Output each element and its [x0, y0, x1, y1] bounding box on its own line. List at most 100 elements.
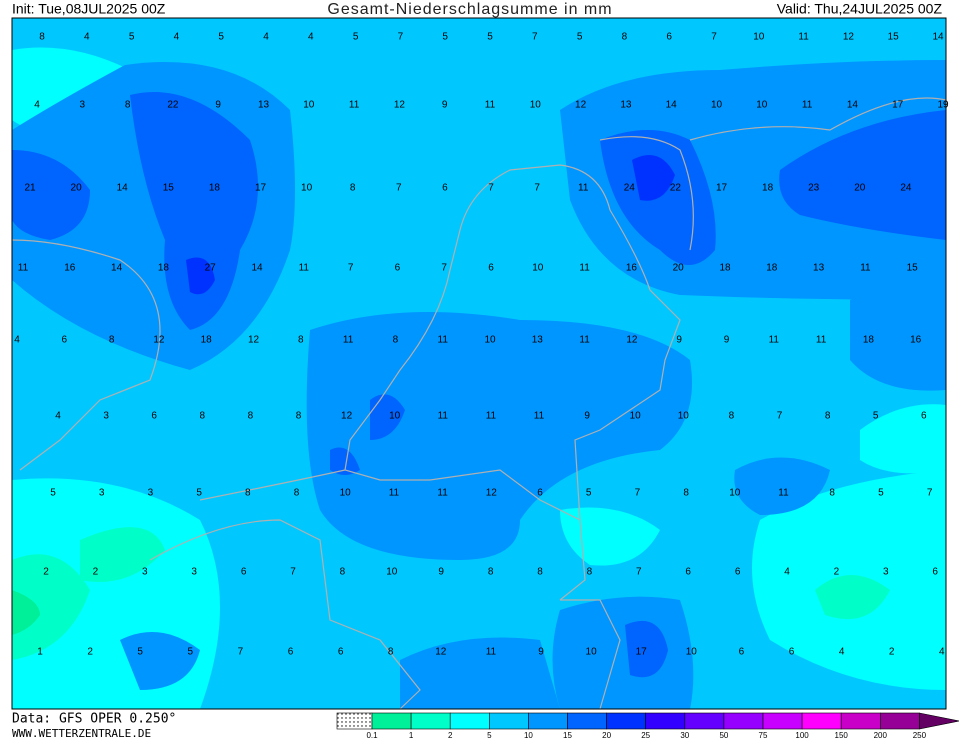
- precip-value: 5: [50, 488, 56, 499]
- precip-value: 14: [666, 100, 678, 111]
- legend-box: [371, 712, 412, 730]
- precip-value: 4: [14, 335, 20, 346]
- precip-value: 4: [174, 32, 180, 43]
- legend-box: [762, 712, 803, 730]
- legend-tick-label: 20: [602, 731, 611, 740]
- precip-value: 8: [729, 411, 735, 422]
- precip-value: 7: [238, 647, 244, 658]
- precip-value: 7: [441, 263, 447, 274]
- precip-value: 5: [129, 32, 135, 43]
- precip-value: 3: [80, 100, 86, 111]
- precip-value: 9: [584, 411, 590, 422]
- precip-value: 21: [24, 183, 36, 194]
- precip-value: 10: [389, 411, 401, 422]
- precip-value: 12: [435, 647, 447, 658]
- precip-field: [12, 18, 946, 709]
- precip-value: 6: [537, 488, 543, 499]
- precip-value: 8: [294, 488, 300, 499]
- precip-value: 17: [636, 647, 648, 658]
- precip-value: 7: [488, 183, 494, 194]
- legend-box: [528, 712, 568, 730]
- precip-value: 6: [789, 647, 795, 658]
- precip-value: 9: [438, 567, 444, 578]
- legend-none-box: [336, 712, 373, 730]
- precip-value: 10: [303, 100, 315, 111]
- precip-value: 22: [167, 100, 179, 111]
- precip-value: 13: [813, 263, 825, 274]
- precip-value: 6: [151, 411, 157, 422]
- precip-value: 17: [255, 183, 267, 194]
- precip-value: 17: [716, 183, 728, 194]
- precip-value: 12: [341, 411, 353, 422]
- legend-over-arrow: [919, 712, 959, 730]
- precip-value: 9: [724, 335, 730, 346]
- color-legend: 0.1 1 2 5 10 15 20 25 30 50 75 100 150 200 250: [336, 712, 959, 740]
- precip-value: 23: [808, 183, 820, 194]
- precip-value: 4: [263, 32, 269, 43]
- precip-value: 8: [125, 100, 131, 111]
- precip-value: 10: [630, 411, 642, 422]
- precip-value: 5: [873, 411, 879, 422]
- precip-value: 5: [353, 32, 359, 43]
- precip-value: 5: [577, 32, 583, 43]
- precip-value: 2: [43, 567, 49, 578]
- legend-tick-label: 150: [835, 731, 849, 740]
- precip-value: 18: [158, 263, 170, 274]
- precip-value: 11: [485, 100, 496, 111]
- precip-value: 13: [620, 100, 632, 111]
- precip-value: 11: [860, 263, 871, 274]
- precip-value: 8: [829, 488, 835, 499]
- precip-value: 1: [37, 647, 43, 658]
- precip-value: 11: [438, 411, 449, 422]
- legend-tick-label: 250: [913, 731, 927, 740]
- map-frame: [11, 17, 947, 710]
- precip-value: 11: [389, 488, 400, 499]
- precip-value: 13: [258, 100, 270, 111]
- precip-value: 8: [587, 567, 593, 578]
- precip-value: 12: [843, 32, 855, 43]
- precip-value: 11: [802, 100, 813, 111]
- precip-value: 5: [218, 32, 224, 43]
- precip-value: 9: [442, 100, 448, 111]
- precip-value: 8: [245, 488, 251, 499]
- legend-box: [879, 712, 920, 730]
- legend-tick-label: 1: [409, 731, 414, 740]
- precip-value: 6: [932, 567, 938, 578]
- precip-value: 20: [673, 263, 685, 274]
- precip-value: 12: [394, 100, 406, 111]
- legend-box: [488, 712, 529, 730]
- precip-value: 6: [442, 183, 448, 194]
- precip-value: 14: [932, 32, 944, 43]
- site-url: WWW.WETTERZENTRALE.DE: [12, 727, 151, 740]
- precip-value: 3: [883, 567, 889, 578]
- precip-value: 7: [711, 32, 717, 43]
- precip-value: 9: [538, 647, 544, 658]
- precip-value: 10: [586, 647, 598, 658]
- precip-value: 8: [488, 567, 494, 578]
- legend-box: [723, 712, 764, 730]
- precip-value: 8: [109, 335, 115, 346]
- precip-value: 3: [191, 567, 197, 578]
- precip-value: 11: [578, 183, 589, 194]
- precip-value: 11: [486, 647, 497, 658]
- precip-value: 8: [825, 411, 831, 422]
- precip-value: 7: [777, 411, 783, 422]
- legend-box: [801, 712, 842, 730]
- precip-value: 8: [537, 567, 543, 578]
- precip-value: 4: [839, 647, 845, 658]
- precip-value: 14: [111, 263, 123, 274]
- precip-value: 11: [769, 335, 780, 346]
- precip-value: 7: [290, 567, 296, 578]
- legend-box: [449, 712, 490, 730]
- precip-value: 4: [34, 100, 40, 111]
- legend-box: [410, 712, 451, 730]
- precip-value: 7: [396, 183, 402, 194]
- legend-tick-label: 2: [448, 731, 453, 740]
- precip-value: 20: [71, 183, 83, 194]
- legend-box: [606, 712, 646, 730]
- legend-tick-label: 5: [487, 731, 492, 740]
- precip-value: 10: [678, 411, 690, 422]
- precip-value: 5: [878, 488, 884, 499]
